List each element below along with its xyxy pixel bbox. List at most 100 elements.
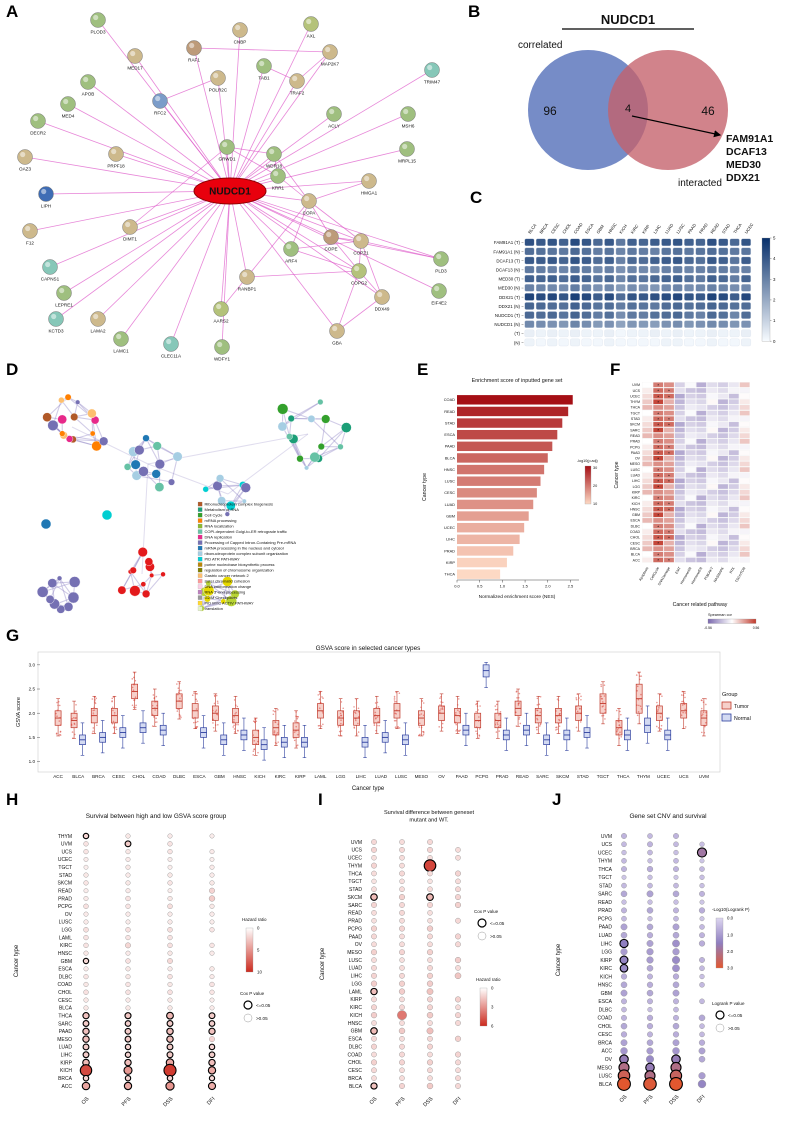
svg-text:Survival difference between ge: Survival difference between geneset [384, 810, 475, 816]
svg-text:*: * [657, 485, 659, 490]
panel-label-d: D [6, 360, 19, 379]
svg-text:1.0: 1.0 [29, 759, 36, 764]
mutation-survival-dotplot-chart: Survival difference between geneset mutan… [320, 810, 505, 1108]
svg-text:CHOL: CHOL [132, 774, 145, 779]
svg-text:0: 0 [257, 926, 260, 931]
svg-text:DNA conformation change: DNA conformation change [205, 584, 252, 589]
svg-text:PRAD: PRAD [630, 440, 640, 444]
svg-text:*: * [668, 558, 670, 563]
svg-text:MESO: MESO [630, 462, 641, 466]
svg-text:KIRC: KIRC [60, 943, 72, 949]
svg-text:<=0.05: <=0.05 [256, 1003, 271, 1008]
svg-text:HNSC: HNSC [598, 983, 613, 989]
svg-text:3.0: 3.0 [727, 966, 734, 971]
panel-i-mutation-survival-dotplot: Survival difference between geneset mutan… [314, 802, 546, 1125]
svg-text:Hazard ratio: Hazard ratio [476, 977, 501, 982]
svg-text:KICH: KICH [600, 974, 612, 980]
svg-text:THCA: THCA [58, 1013, 72, 1019]
svg-text:*: * [657, 479, 659, 484]
svg-text:OS: OS [619, 1094, 629, 1104]
svg-text:RFC2: RFC2 [154, 111, 166, 116]
svg-text:*: * [657, 451, 659, 456]
svg-text:THYM: THYM [58, 834, 72, 840]
svg-text:LUSC: LUSC [599, 1074, 613, 1080]
panel-label-a: A [6, 2, 19, 21]
svg-text:FAM91A1 (T): FAM91A1 (T) [494, 240, 521, 245]
svg-text:ACLY: ACLY [328, 124, 340, 129]
svg-text:PCPG: PCPG [348, 926, 362, 932]
svg-text:ACC: ACC [61, 1084, 72, 1090]
svg-text:Cox P value: Cox P value [474, 909, 499, 914]
svg-text:Ribonucleoprotein complex biog: Ribonucleoprotein complex biogenesis [205, 502, 274, 507]
gsva-boxplot-chart: GSVA score in selected cancer types GSVA … [16, 645, 751, 792]
svg-text:Cancer type: Cancer type [614, 461, 620, 488]
svg-text:HNSC: HNSC [630, 507, 640, 511]
svg-text:0.0: 0.0 [454, 584, 460, 589]
svg-text:STAD: STAD [59, 873, 72, 879]
panel-label-c: C [470, 188, 483, 207]
svg-text:PFS: PFS [395, 1096, 407, 1108]
svg-text:BLCA: BLCA [631, 553, 641, 557]
svg-text:THYM: THYM [598, 859, 612, 865]
svg-text:THCA: THCA [598, 867, 612, 873]
svg-text:POLR2C: POLR2C [209, 88, 228, 93]
svg-text:COPI-dependent Golgi-to-ER ret: COPI-dependent Golgi-to-ER retrograde tr… [205, 529, 287, 534]
svg-text:THCA: THCA [617, 774, 630, 779]
svg-text:LUAD: LUAD [59, 1045, 73, 1051]
svg-text:Processing of Capped Intron-Co: Processing of Capped Intron-Containing P… [205, 540, 297, 545]
svg-text:UCEC: UCEC [630, 394, 640, 398]
svg-text:*: * [657, 383, 659, 388]
svg-text:KIRC: KIRC [350, 1005, 362, 1011]
svg-text:PCPG: PCPG [630, 445, 640, 449]
svg-text:*: * [657, 394, 659, 399]
svg-text:KIRP: KIRP [632, 490, 641, 494]
svg-text:CHOL: CHOL [598, 1024, 612, 1030]
svg-text:OAZ3: OAZ3 [19, 167, 31, 172]
svg-text:DCAF13: DCAF13 [726, 146, 767, 158]
svg-text:THCA: THCA [630, 406, 640, 410]
svg-text:1.0: 1.0 [727, 932, 734, 937]
svg-text:KICH: KICH [60, 1068, 72, 1074]
svg-text:LIHC: LIHC [351, 974, 363, 980]
svg-text:2.5: 2.5 [29, 687, 36, 692]
svg-text:PFS: PFS [121, 1096, 133, 1108]
svg-text:*: * [657, 558, 659, 563]
svg-text:KIRC: KIRC [275, 774, 287, 779]
svg-text:PRAD: PRAD [496, 774, 509, 779]
svg-text:PCPG: PCPG [58, 904, 72, 910]
svg-text:GSVA score: GSVA score [16, 697, 22, 727]
svg-text:DFI: DFI [452, 1096, 462, 1106]
svg-text:LIHC: LIHC [632, 479, 640, 483]
svg-text:UCEC: UCEC [348, 856, 363, 862]
svg-text:DDX21 (N): DDX21 (N) [499, 304, 521, 309]
svg-text:EIF4E2: EIF4E2 [431, 301, 447, 306]
svg-text:*: * [668, 417, 670, 422]
svg-text:BRCA: BRCA [92, 774, 106, 779]
svg-text:MESO: MESO [347, 950, 362, 956]
svg-text:CESC: CESC [348, 1068, 362, 1074]
svg-text:Normalized enrichment score (N: Normalized enrichment score (NES) [479, 594, 556, 600]
svg-text:Cancer type: Cancer type [14, 944, 20, 977]
svg-text:ESCA: ESCA [348, 1037, 362, 1043]
svg-text:*: * [668, 394, 670, 399]
venn-chart: NUDCD1 correlated 96 4 46 interacted FAM91A1DC… [518, 12, 773, 189]
svg-text:SKCM: SKCM [556, 774, 569, 779]
svg-text:(N): (N) [514, 340, 521, 345]
svg-text:WDFY1: WDFY1 [214, 357, 231, 362]
svg-text:MED4: MED4 [62, 114, 75, 119]
cnv-survival-dotplot-chart: Gene set CNV and survival UVM UCS UCEC THYM T… [556, 813, 750, 1106]
svg-text:LGG: LGG [61, 928, 72, 934]
svg-text:LUSC: LUSC [445, 479, 456, 484]
svg-text:ESCA: ESCA [584, 222, 595, 234]
svg-text:NUDCD1: NUDCD1 [601, 12, 655, 27]
svg-text:READ: READ [709, 222, 720, 234]
svg-text:COAD: COAD [152, 774, 166, 779]
svg-text:MRPL15: MRPL15 [398, 159, 416, 164]
svg-text:*: * [668, 507, 670, 512]
svg-text:Gene set CNV and survival: Gene set CNV and survival [629, 813, 706, 820]
svg-text:CHOL: CHOL [58, 990, 72, 996]
svg-text:G2/M Checkpoints: G2/M Checkpoints [205, 595, 238, 600]
panel-label-e: E [417, 360, 429, 379]
svg-text:UCEC: UCEC [744, 222, 755, 235]
svg-text:KIRP: KIRP [295, 774, 306, 779]
